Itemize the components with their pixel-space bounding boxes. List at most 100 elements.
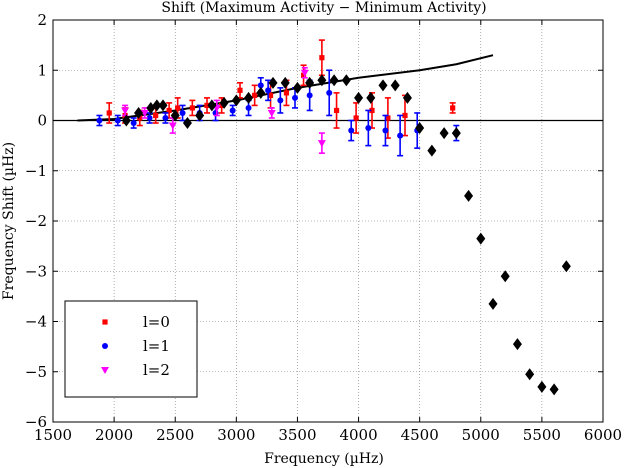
point-l0 bbox=[385, 115, 391, 121]
y-tick-label: −5 bbox=[25, 363, 47, 381]
point-l0 bbox=[353, 115, 359, 121]
point-l2 bbox=[267, 109, 276, 117]
point-l0 bbox=[237, 87, 243, 93]
point-diamond bbox=[537, 380, 547, 393]
y-axis-label: Frequency Shift (µHz) bbox=[1, 142, 17, 300]
point-diamond bbox=[182, 117, 192, 130]
point-l0 bbox=[267, 92, 274, 98]
point-diamond bbox=[512, 338, 522, 351]
y-tick-label: −2 bbox=[25, 212, 47, 230]
point-diamond bbox=[390, 79, 400, 92]
point-l0 bbox=[166, 107, 172, 114]
y-tick-label: 2 bbox=[37, 11, 47, 29]
point-diamond bbox=[121, 114, 131, 127]
point-l0 bbox=[402, 112, 408, 119]
point-diamond bbox=[195, 109, 205, 122]
x-tick-label: 5500 bbox=[523, 426, 561, 444]
x-tick-label: 2500 bbox=[156, 426, 194, 444]
x-tick-label: 1500 bbox=[34, 426, 72, 444]
point-l0 bbox=[369, 107, 375, 114]
point-diamond bbox=[476, 232, 486, 245]
point-l1 bbox=[382, 127, 389, 134]
y-tick-label: −4 bbox=[25, 313, 47, 331]
point-l0 bbox=[189, 105, 195, 111]
x-tick-label: 3500 bbox=[278, 426, 316, 444]
point-l0 bbox=[175, 105, 181, 111]
x-tick-label: 4500 bbox=[401, 426, 439, 444]
point-diamond bbox=[402, 91, 412, 104]
point-l1 bbox=[130, 120, 137, 127]
y-tick-label: −6 bbox=[25, 413, 47, 431]
point-l0 bbox=[153, 112, 159, 119]
point-l0 bbox=[283, 90, 290, 96]
point-diamond bbox=[451, 127, 461, 140]
point-l1 bbox=[179, 109, 186, 116]
chart-title: Shift (Maximum Activity − Minimum Activi… bbox=[161, 0, 486, 16]
y-tick-label: 0 bbox=[37, 112, 47, 130]
x-tick-label: 5000 bbox=[462, 426, 500, 444]
point-l1 bbox=[292, 94, 298, 101]
point-l2 bbox=[168, 122, 177, 130]
point-diamond bbox=[427, 144, 437, 157]
x-tick-label: 2000 bbox=[95, 426, 133, 444]
point-l2 bbox=[317, 140, 326, 148]
axis-ticks: 1500 2000 2500 3000 3500 4000 4500 5000 5500 6000… bbox=[25, 11, 622, 444]
legend-box bbox=[64, 300, 198, 398]
point-l1 bbox=[306, 92, 313, 99]
point-l1 bbox=[397, 132, 404, 139]
point-diamond bbox=[170, 109, 180, 122]
point-l1 bbox=[245, 104, 252, 111]
point-diamond bbox=[549, 383, 559, 396]
legend-marker-square bbox=[102, 319, 108, 325]
point-diamond bbox=[158, 99, 168, 112]
point-diamond bbox=[341, 74, 351, 87]
y-tick-label: −1 bbox=[25, 162, 47, 180]
point-l1 bbox=[277, 97, 284, 104]
point-diamond bbox=[305, 76, 315, 89]
x-tick-label: 6000 bbox=[584, 426, 622, 444]
point-diamond bbox=[354, 91, 364, 104]
point-l2 bbox=[300, 69, 309, 77]
x-tick-label: 3000 bbox=[217, 426, 255, 444]
point-diamond bbox=[317, 74, 327, 87]
legend-label: l=2 bbox=[143, 361, 170, 379]
point-l1 bbox=[229, 107, 236, 114]
point-diamond bbox=[219, 96, 229, 109]
point-l0 bbox=[300, 72, 307, 78]
point-l1 bbox=[96, 117, 103, 124]
point-diamond bbox=[415, 122, 425, 135]
point-l1 bbox=[365, 125, 372, 132]
legend-marker-circle bbox=[102, 343, 108, 349]
x-axis-label: Frequency (µHz) bbox=[264, 451, 384, 467]
point-l1 bbox=[265, 87, 272, 94]
point-diamond bbox=[329, 74, 339, 87]
point-diamond bbox=[244, 91, 254, 104]
point-l0 bbox=[204, 102, 210, 109]
y-tick-label: 1 bbox=[37, 61, 47, 79]
point-diamond bbox=[439, 127, 449, 140]
point-l0 bbox=[106, 110, 112, 116]
legend: l=0 l=1 l=2 bbox=[64, 300, 198, 398]
point-diamond bbox=[134, 106, 144, 119]
point-l2 bbox=[121, 107, 130, 115]
point-diamond bbox=[256, 86, 266, 99]
point-l1 bbox=[146, 114, 153, 121]
point-diamond bbox=[207, 99, 217, 112]
point-l1 bbox=[348, 127, 355, 134]
point-diamond bbox=[292, 81, 302, 94]
point-l0 bbox=[450, 105, 456, 111]
x-tick-label: 4000 bbox=[339, 426, 377, 444]
data-points bbox=[96, 39, 571, 396]
point-l0 bbox=[333, 107, 340, 114]
point-l0 bbox=[252, 92, 258, 98]
point-diamond bbox=[500, 270, 510, 283]
point-l1 bbox=[257, 82, 264, 89]
y-tick-label: −3 bbox=[25, 262, 47, 280]
legend-label: l=0 bbox=[143, 313, 170, 331]
legend-marker-triangle bbox=[101, 367, 109, 374]
point-l2 bbox=[140, 109, 149, 117]
point-diamond bbox=[231, 94, 241, 107]
point-diamond bbox=[268, 76, 278, 89]
point-diamond bbox=[366, 91, 376, 104]
